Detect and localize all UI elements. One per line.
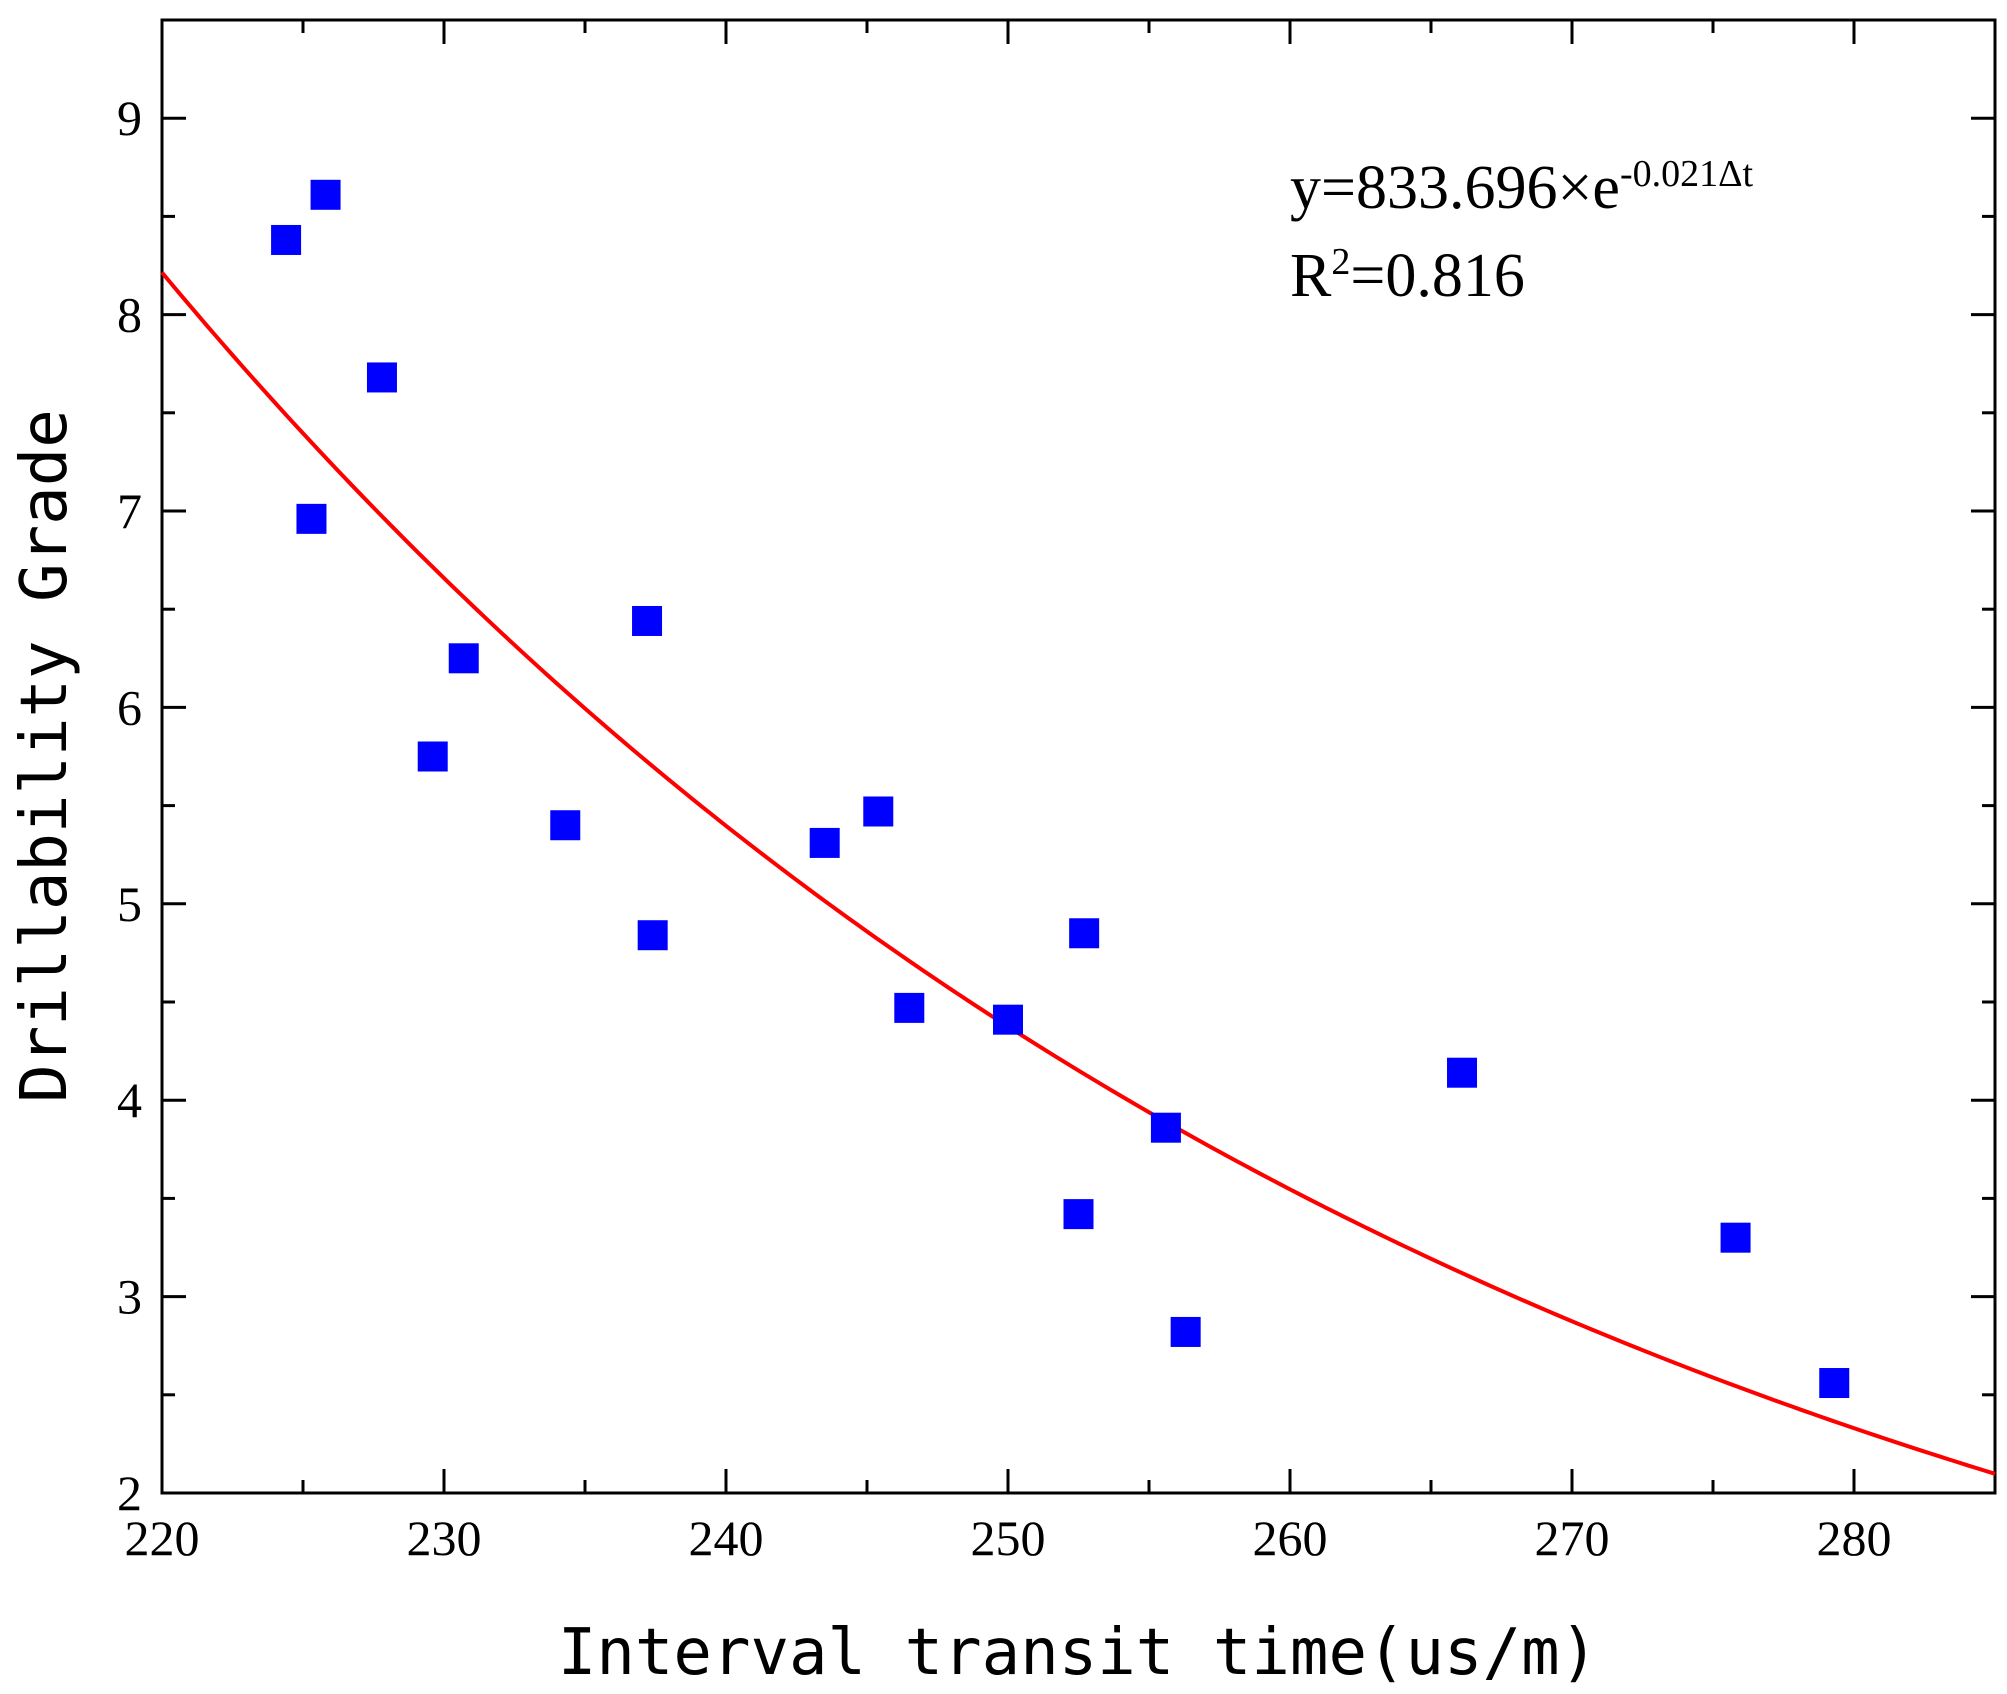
data-point <box>809 827 840 858</box>
data-point <box>1063 1199 1094 1230</box>
data-point <box>310 179 341 210</box>
x-tick-label: 260 <box>1253 1510 1328 1566</box>
data-point <box>1069 918 1100 949</box>
r2-value: =0.816 <box>1350 242 1524 310</box>
equation-annotation: y=833.696×e-0.021Δt <box>1290 153 1754 222</box>
data-point <box>1720 1222 1751 1253</box>
data-point <box>894 992 925 1023</box>
y-tick-label: 5 <box>117 876 142 932</box>
equation-prefix: y=833.696×e <box>1290 154 1620 222</box>
data-point <box>1150 1112 1181 1143</box>
data-point <box>271 224 302 255</box>
data-point <box>1170 1316 1201 1347</box>
y-tick-label: 9 <box>117 90 142 146</box>
y-tick-label: 8 <box>117 287 142 343</box>
data-point <box>366 362 397 393</box>
x-tick-label: 230 <box>407 1510 482 1566</box>
y-tick-label: 2 <box>117 1465 142 1521</box>
plot-frame <box>160 18 1997 1495</box>
data-point <box>632 605 663 636</box>
y-tick-label: 7 <box>117 483 142 539</box>
x-axis-title: Interval transit time(us/m) <box>558 1616 1598 1690</box>
r2-prefix: R <box>1290 242 1332 310</box>
y-axis-title: Drillability Grade <box>8 409 82 1103</box>
x-tick-label: 220 <box>125 1510 200 1566</box>
x-tick-label: 250 <box>971 1510 1046 1566</box>
y-tick-label: 3 <box>117 1269 142 1325</box>
data-point <box>296 503 327 534</box>
x-tick-label: 280 <box>1817 1510 1892 1566</box>
data-point <box>993 1004 1023 1035</box>
x-tick-label: 240 <box>689 1510 764 1566</box>
data-point <box>863 796 894 827</box>
r-squared-annotation: R2=0.816 <box>1290 241 1525 310</box>
data-point <box>1819 1368 1850 1399</box>
data-point <box>1447 1057 1478 1088</box>
data-point <box>417 741 448 772</box>
x-tick-label: 270 <box>1535 1510 1610 1566</box>
equation-exponent: -0.021Δt <box>1620 153 1754 195</box>
fit-curve <box>160 271 1996 1476</box>
data-point <box>550 810 581 841</box>
y-tick-label: 4 <box>117 1072 142 1128</box>
data-point <box>448 643 479 674</box>
r2-exponent: 2 <box>1331 241 1350 283</box>
data-point <box>637 920 668 951</box>
y-tick-label: 6 <box>117 679 142 735</box>
